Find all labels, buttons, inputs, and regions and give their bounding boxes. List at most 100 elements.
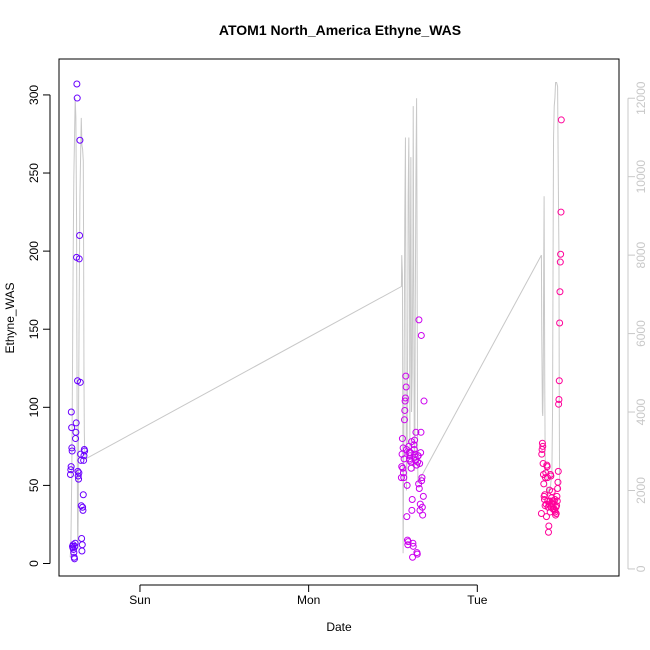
data-point-series-1 <box>72 419 80 427</box>
data-point-series-2 <box>403 481 411 489</box>
data-point-series-3 <box>542 469 550 477</box>
data-point-series-1 <box>71 555 79 563</box>
data-point-series-2 <box>398 463 406 471</box>
data-point-series-2 <box>419 511 427 519</box>
data-point-series-1 <box>71 539 79 547</box>
data-point-series-1 <box>78 547 86 555</box>
x-axis-label: Date <box>326 620 352 634</box>
data-point-series-1 <box>73 80 81 88</box>
data-point-series-2 <box>403 513 411 521</box>
data-point-series-3 <box>551 508 559 516</box>
data-point-series-2 <box>418 477 426 485</box>
data-point-series-2 <box>399 469 407 477</box>
data-point-series-2 <box>400 416 408 424</box>
data-point-series-3 <box>552 510 560 518</box>
data-point-series-1 <box>78 541 86 549</box>
data-point-series-1 <box>66 470 74 478</box>
data-point-series-3 <box>554 467 562 475</box>
secondary-line-layer <box>69 82 561 558</box>
data-point-series-1 <box>74 472 82 480</box>
y2-tick-label: 4000 <box>634 398 648 425</box>
data-point-series-2 <box>402 372 410 380</box>
data-point-series-2 <box>418 503 426 511</box>
data-point-series-2 <box>420 397 428 405</box>
data-point-series-3 <box>540 480 548 488</box>
data-point-series-2 <box>401 397 409 405</box>
chart-title: ATOM1 North_America Ethyne_WAS <box>219 22 461 38</box>
y-tick-label: 250 <box>27 163 41 183</box>
data-point-series-1 <box>69 541 77 549</box>
data-point-series-3 <box>541 491 549 499</box>
data-point-series-3 <box>556 258 564 266</box>
y2-tick-label: 10000 <box>634 160 648 194</box>
data-point-series-3 <box>547 472 555 480</box>
data-point-series-2 <box>409 553 417 561</box>
y2-tick-label: 8000 <box>634 241 648 268</box>
y2-tick-label: 0 <box>634 565 648 572</box>
data-point-series-3 <box>553 502 561 510</box>
data-point-series-1 <box>76 136 84 144</box>
data-point-series-2 <box>417 449 425 457</box>
data-point-series-2 <box>399 464 407 472</box>
data-point-series-2 <box>398 435 406 443</box>
data-point-series-3 <box>556 288 564 296</box>
y-tick-label: 50 <box>27 478 41 492</box>
data-point-series-3 <box>557 208 565 216</box>
data-point-series-3 <box>557 250 565 258</box>
data-point-series-1 <box>79 506 87 514</box>
data-point-series-3 <box>548 488 556 496</box>
data-point-series-1 <box>67 463 75 471</box>
data-point-series-1 <box>71 542 79 550</box>
data-point-series-3 <box>555 400 563 408</box>
points-layer <box>66 80 565 563</box>
y-tick-label: 200 <box>27 241 41 261</box>
data-point-series-3 <box>554 478 562 486</box>
y2-tick-label: 6000 <box>634 320 648 347</box>
data-point-series-2 <box>397 474 405 482</box>
data-point-series-1 <box>79 491 87 499</box>
data-point-series-3 <box>553 497 561 505</box>
data-point-series-1 <box>81 447 89 455</box>
data-point-series-3 <box>537 510 545 518</box>
data-point-series-2 <box>408 495 416 503</box>
x-tick-label: Mon <box>297 593 320 607</box>
data-point-series-1 <box>74 467 82 475</box>
data-point-series-2 <box>413 550 421 558</box>
data-point-series-3 <box>555 396 563 403</box>
y-tick-label: 0 <box>27 560 41 567</box>
data-point-series-1 <box>68 424 76 432</box>
y-tick-label: 300 <box>27 85 41 105</box>
y2-tick-label: 12000 <box>634 81 648 115</box>
secondary-line <box>69 82 561 558</box>
data-point-series-3 <box>542 513 550 521</box>
data-point-series-1 <box>70 545 78 553</box>
data-point-series-2 <box>401 394 409 402</box>
data-point-series-2 <box>417 331 425 339</box>
data-point-series-2 <box>401 406 409 414</box>
data-point-series-1 <box>73 94 81 102</box>
x-tick-label: Sun <box>129 593 150 607</box>
data-point-series-1 <box>67 466 75 474</box>
data-point-series-2 <box>412 428 420 436</box>
data-point-series-1 <box>79 503 87 511</box>
data-point-series-1 <box>72 428 80 436</box>
data-point-series-2 <box>409 539 417 547</box>
data-point-series-3 <box>539 442 547 450</box>
data-point-series-2 <box>417 428 425 436</box>
data-point-series-2 <box>410 445 418 453</box>
data-point-series-2 <box>410 441 418 449</box>
x-tick-label: Tue <box>467 593 488 607</box>
data-point-series-2 <box>404 538 412 546</box>
y2-tick-label: 2000 <box>634 477 648 504</box>
data-point-series-1 <box>68 447 76 455</box>
data-point-series-3 <box>543 463 551 471</box>
data-point-series-1 <box>68 444 76 452</box>
data-point-series-1 <box>76 232 84 239</box>
y-axis-label: Ethyne_WAS <box>3 283 17 354</box>
data-point-series-1 <box>76 378 84 386</box>
plot-frame <box>58 58 620 577</box>
y-tick-label: 150 <box>27 319 41 339</box>
data-point-series-3 <box>538 450 546 458</box>
data-point-series-3 <box>545 522 553 530</box>
data-point-series-3 <box>557 116 565 124</box>
